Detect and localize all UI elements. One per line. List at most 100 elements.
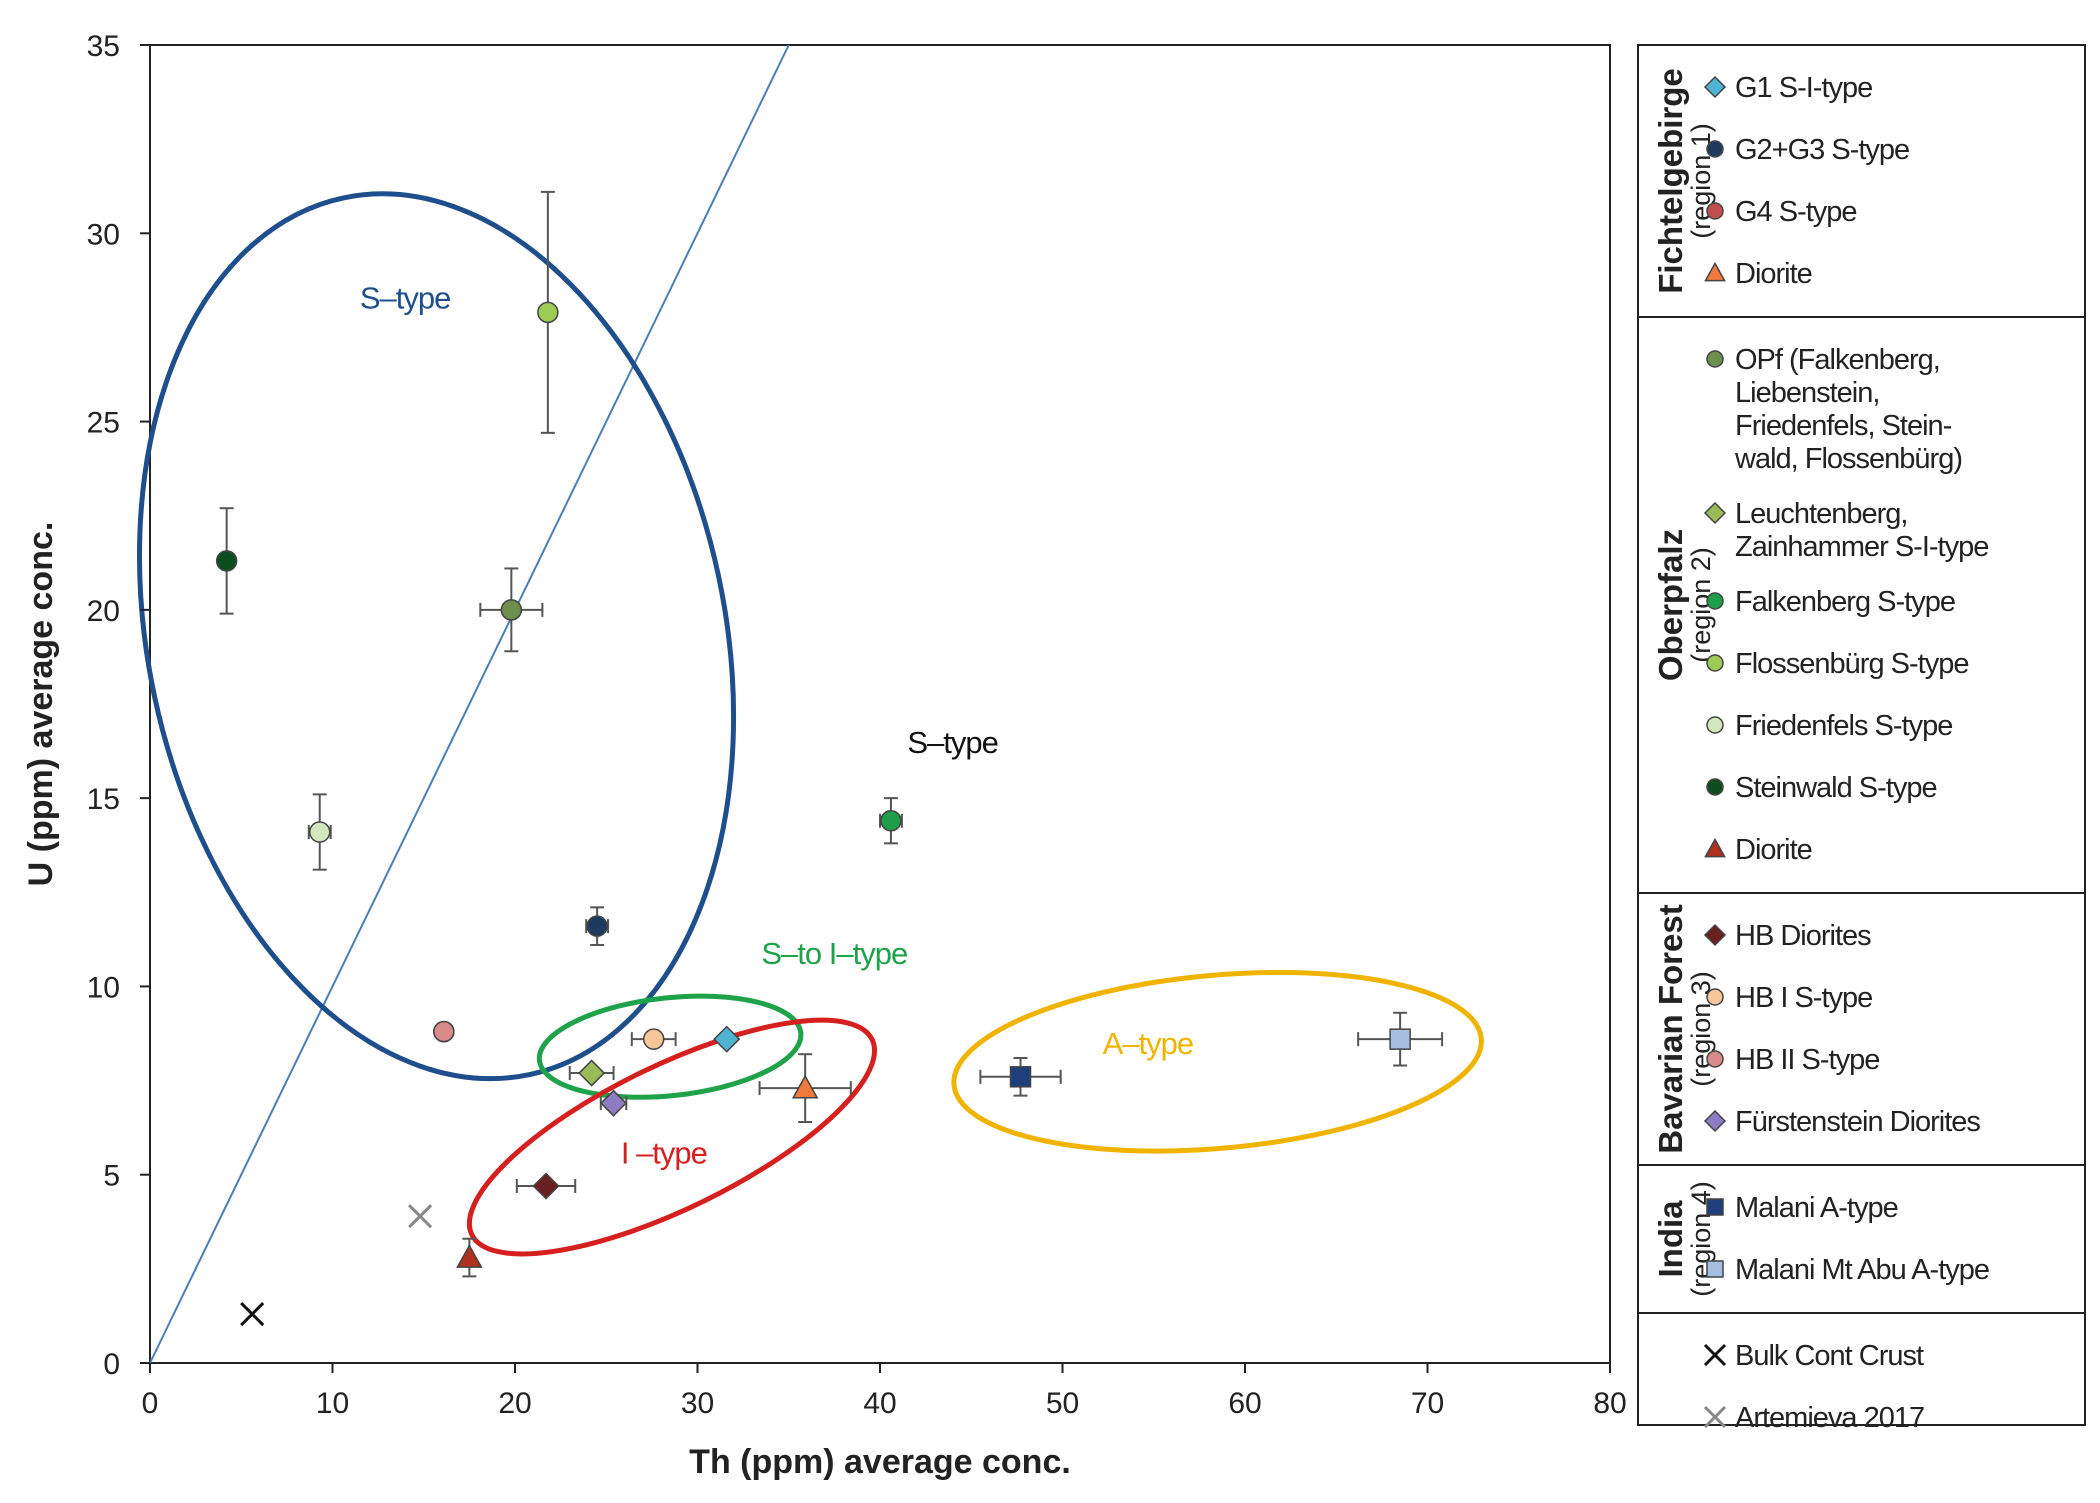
- data-point: [1357, 1011, 1444, 1067]
- legend-marker: [1704, 261, 1726, 282]
- x-tick-label: 10: [316, 1387, 349, 1420]
- y-tick-label: 30: [87, 218, 120, 251]
- legend-item: Malani Mt Abu A-type: [1706, 1254, 1990, 1286]
- legend-item: HB I S-type: [1706, 982, 1873, 1014]
- data-point: [568, 1059, 615, 1087]
- x-tick-label: 40: [863, 1387, 896, 1420]
- field-label: S–type: [360, 281, 451, 316]
- legend-marker: [1703, 501, 1727, 525]
- legend-item: Leuchtenberg,Zainhammer S-I-type: [1703, 498, 1989, 563]
- y-tick-label: 35: [87, 30, 120, 63]
- legend-label: HB Diorites: [1735, 920, 1871, 952]
- legend-item: Fürstenstein Diorites: [1703, 1106, 1981, 1138]
- legend-item: Malani A-type: [1706, 1192, 1899, 1224]
- legend-label: Flossenbürg S-type: [1735, 648, 1968, 680]
- legend-marker: [1703, 1109, 1727, 1133]
- legend-label: G4 S-type: [1735, 196, 1857, 228]
- legend-marker: [1706, 350, 1724, 368]
- legend-group: Oberpfalz(region 2)OPf (Falkenberg,Liebe…: [1638, 316, 2085, 866]
- data-point: [630, 1028, 677, 1050]
- legend-label: G2+G3 S-type: [1735, 134, 1909, 166]
- field-ellipse: [466, 1017, 878, 1257]
- legend-marker: [1706, 988, 1724, 1006]
- legend-marker: [1706, 1050, 1724, 1068]
- legend-marker: [1706, 202, 1724, 220]
- legend-label: Leuchtenberg,: [1735, 498, 1907, 530]
- legend-marker: [1706, 592, 1724, 610]
- legend-label: HB I S-type: [1735, 982, 1872, 1014]
- legend-item: Flossenbürg S-type: [1706, 648, 1969, 680]
- data-point-marker-stroke-b: [240, 1301, 265, 1327]
- legend-label: HB II S-type: [1735, 1044, 1879, 1076]
- data-point: [433, 1020, 455, 1043]
- data-point: [599, 1089, 628, 1117]
- field-label: S–to I–type: [761, 936, 907, 971]
- y-tick-label: 0: [103, 1348, 120, 1381]
- data-point: [879, 797, 903, 845]
- data-point-marker: [791, 1074, 819, 1099]
- reference-line-layer: [149, 44, 790, 1364]
- legend-item: HB Diorites: [1703, 920, 1872, 952]
- y-tick-label: 10: [87, 971, 120, 1004]
- data-point: [515, 1172, 577, 1200]
- field-label: A–type: [1103, 1026, 1194, 1061]
- data-point-marker: [408, 1204, 433, 1229]
- legend-marker: [1706, 778, 1724, 796]
- legend-label: Liebenstein,: [1735, 377, 1879, 409]
- data-point-marker: [532, 1172, 560, 1200]
- data-point-marker-stroke-b: [408, 1204, 433, 1229]
- x-tick-label: 0: [142, 1387, 159, 1420]
- legend-group: Bulk Cont Crust Artemieva 2017: [1638, 1312, 2085, 1434]
- legend-item: Artemieva 2017: [1703, 1402, 1925, 1434]
- y-tick-label: 5: [103, 1160, 120, 1193]
- data-point-marker: [578, 1059, 606, 1087]
- data-point-marker: [1009, 1066, 1032, 1088]
- legend-marker: [1703, 923, 1727, 947]
- legend-region-title: Bavarian Forest: [1652, 904, 1689, 1153]
- data-point: [979, 1056, 1062, 1097]
- legend-item: Bulk Cont Crust: [1703, 1340, 1925, 1372]
- legend-item: Diorite: [1704, 258, 1813, 290]
- legend-item: G4 S-type: [1706, 196, 1858, 228]
- legend-label: Friedenfels, Stein-: [1735, 410, 1952, 442]
- field-label: I –type: [621, 1135, 707, 1170]
- legend-item: Friedenfels S-type: [1706, 710, 1953, 742]
- legend-label: Malani Mt Abu A-type: [1735, 1254, 1989, 1286]
- annotation-label: S–type: [907, 725, 998, 760]
- legend-region-title: Fichtelgebirge: [1652, 68, 1689, 294]
- legend-marker: [1706, 716, 1724, 734]
- data-point-marker: [642, 1028, 665, 1050]
- legend-item: G1 S-I-type: [1703, 72, 1873, 104]
- legend-group: Fichtelgebirge(region 1) G1 S-I-type G2+G3…: [1652, 68, 1910, 294]
- data-point: [240, 1301, 265, 1327]
- y-axis-title: U (ppm) average conc.: [22, 522, 60, 887]
- field-ellipse: [951, 969, 1484, 1154]
- legend-label: Steinwald S-type: [1735, 772, 1937, 804]
- legend-label: Diorite: [1735, 258, 1812, 290]
- legend-marker: [1706, 140, 1724, 158]
- legend-marker: [1706, 1198, 1724, 1216]
- legend-label: Malani A-type: [1735, 1192, 1898, 1224]
- x-tick-label: 20: [498, 1387, 531, 1420]
- legend-marker: [1706, 1260, 1724, 1278]
- legend-label: Bulk Cont Crust: [1735, 1340, 1924, 1372]
- legend-item: G2+G3 S-type: [1706, 134, 1910, 166]
- x-tick-label: 80: [1593, 1387, 1626, 1420]
- legend-item: OPf (Falkenberg,Liebenstein,Friedenfels,…: [1706, 344, 1963, 475]
- legend-frame: [1637, 44, 2086, 1426]
- data-point-marker: [1389, 1028, 1411, 1050]
- x-tick-label: 60: [1228, 1387, 1261, 1420]
- legend-marker: [1703, 1405, 1727, 1429]
- data-point: [307, 793, 332, 871]
- data-point: [479, 567, 544, 653]
- data-points: [215, 190, 1444, 1327]
- legend-label: Artemieva 2017: [1735, 1402, 1924, 1434]
- legend-region-title: India: [1652, 1200, 1689, 1278]
- y-tick-label: 25: [87, 407, 120, 440]
- plot-frame: [149, 44, 1611, 1364]
- axes: 0 10 20 30 40 50 60 70 80 0 5 10 15 20 25 30 35 Th (ppm) …: [22, 30, 1627, 1481]
- data-point-marker: [215, 550, 238, 572]
- legend-label: wald, Flossenbürg): [1734, 443, 1962, 475]
